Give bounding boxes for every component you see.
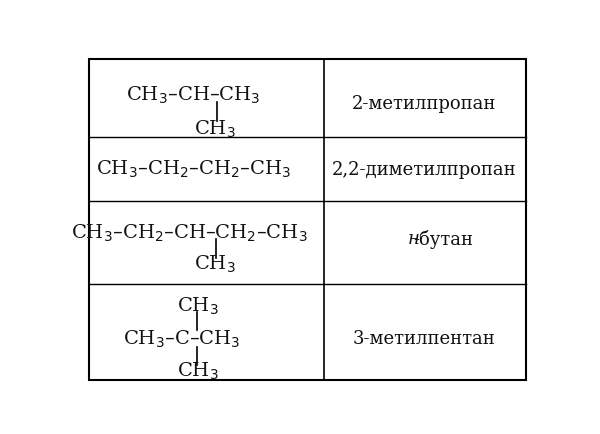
Text: CH$_3$–C–CH$_3$: CH$_3$–C–CH$_3$ [123,329,241,350]
Text: 2-метилпропан: 2-метилпропан [352,95,496,113]
Text: 3-метилпентан: 3-метилпентан [352,330,495,349]
Text: -бутан: -бутан [413,230,473,249]
Text: CH$_3$: CH$_3$ [178,361,219,382]
Text: CH$_3$: CH$_3$ [194,253,235,275]
Text: CH$_3$: CH$_3$ [194,118,235,140]
Text: CH$_3$: CH$_3$ [178,296,219,317]
Text: CH$_3$–CH–CH$_3$: CH$_3$–CH–CH$_3$ [127,85,261,106]
Text: н: н [407,230,419,248]
Text: CH$_3$–CH$_2$–CH–CH$_2$–CH$_3$: CH$_3$–CH$_2$–CH–CH$_2$–CH$_3$ [71,223,307,244]
Text: 2,2-диметилпропан: 2,2-диметилпропан [331,161,516,179]
Text: CH$_3$–CH$_2$–CH$_2$–CH$_3$: CH$_3$–CH$_2$–CH$_2$–CH$_3$ [96,159,291,181]
